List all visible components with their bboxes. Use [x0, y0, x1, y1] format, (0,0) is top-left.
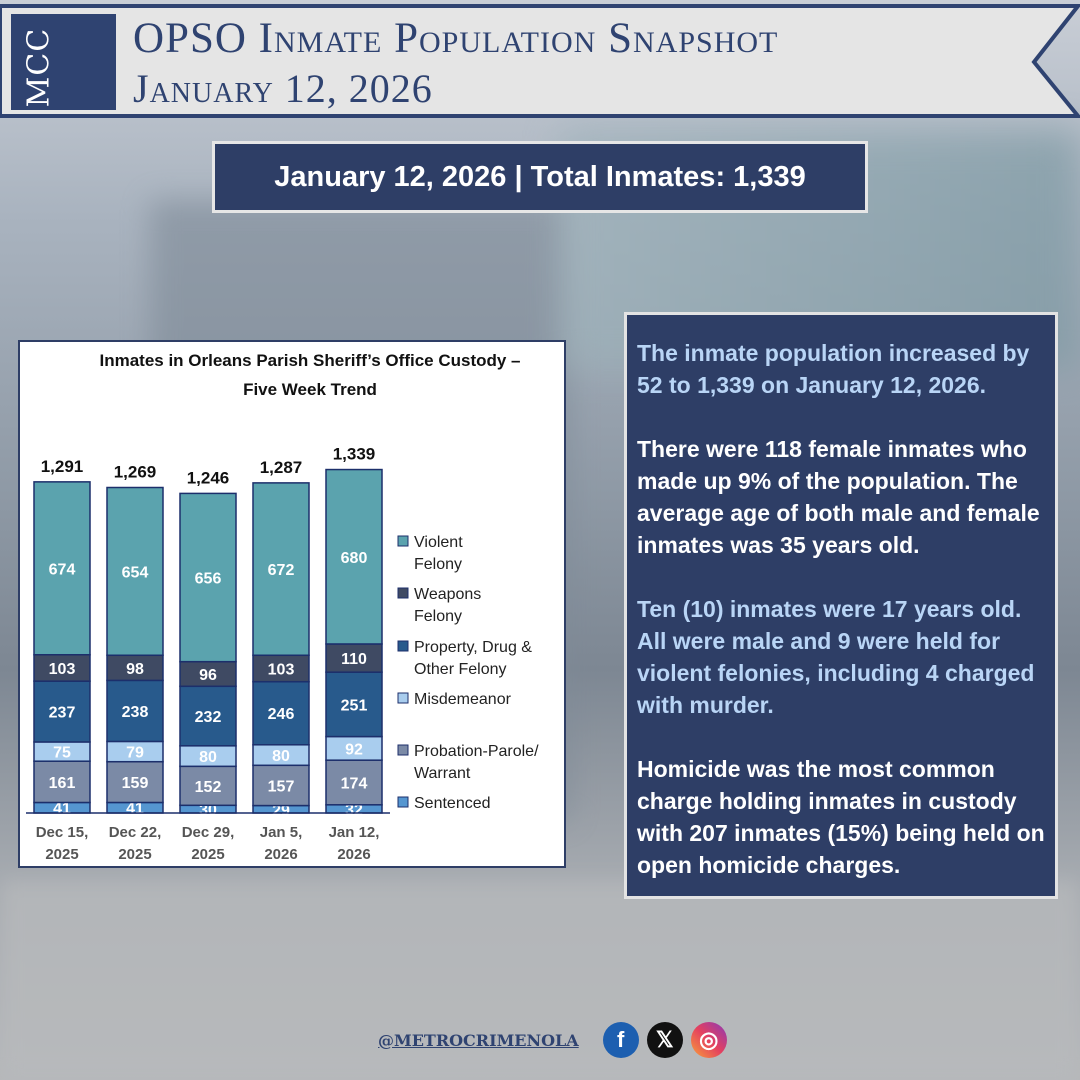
data-label: 672	[268, 562, 295, 579]
data-label: 98	[126, 661, 144, 678]
page-title: OPSO Inmate Population Snapshot January …	[133, 14, 778, 114]
chart-title: Five Week Trend	[243, 380, 377, 399]
legend-swatch	[397, 640, 409, 652]
summary-paragraph: The inmate population increased by 52 to…	[637, 340, 1030, 398]
bar-segment	[179, 685, 237, 747]
legend-swatch	[397, 535, 409, 547]
bar-segment	[252, 764, 310, 807]
data-label: 152	[195, 779, 222, 796]
x-tick-label: Dec 22,	[109, 824, 162, 841]
legend-label: Misdemeanor	[414, 691, 512, 708]
data-label: 237	[49, 705, 76, 722]
x-tick-label: 2026	[264, 846, 297, 863]
total-label: 1,269	[114, 463, 157, 482]
data-label: 238	[122, 704, 149, 721]
data-label: 75	[53, 745, 71, 762]
x-tick-label: 2026	[337, 846, 370, 863]
data-label: 29	[272, 802, 290, 819]
legend-swatch	[397, 587, 409, 599]
legend-swatch	[397, 796, 409, 808]
logo-text: MCC	[21, 27, 57, 108]
data-label: 232	[195, 709, 222, 726]
legend-label: Other Felony	[414, 661, 506, 678]
summary-paragraph: Homicide was the most common charge hold…	[637, 756, 1045, 878]
data-label: 32	[345, 802, 363, 819]
x-tick-label: Jan 5,	[260, 824, 303, 841]
data-label: 92	[345, 741, 363, 758]
x-tick-label: Jan 12,	[329, 824, 380, 841]
chart-title: Inmates in Orleans Parish Sheriff’s Offi…	[99, 351, 520, 370]
title-date: January 12, 2026	[133, 66, 433, 111]
bar-segment	[33, 481, 91, 656]
total-label: 1,287	[260, 458, 303, 477]
bar-segment	[325, 759, 383, 806]
data-label: 80	[272, 748, 290, 765]
bar-segment	[325, 671, 383, 738]
total-label: 1,246	[187, 468, 230, 487]
legend-label: Felony	[414, 608, 462, 625]
mcc-logo: MCC	[11, 14, 116, 110]
legend-swatch	[397, 692, 409, 704]
data-label: 79	[126, 745, 144, 762]
legend-label: Property, Drug &	[414, 639, 532, 656]
x-tick-label: 2025	[118, 846, 151, 863]
legend-label: Probation-Parole/	[414, 743, 539, 760]
data-label: 30	[199, 802, 217, 819]
data-label: 96	[199, 667, 217, 684]
background-ground	[0, 880, 1080, 1080]
stacked-bar-chart: Inmates in Orleans Parish Sheriff’s Offi…	[26, 351, 539, 863]
x-tick-label: Dec 29,	[182, 824, 235, 841]
legend-label: Violent	[414, 534, 463, 551]
bar-segment	[325, 468, 383, 645]
legend-swatch	[397, 744, 409, 756]
data-label: 674	[49, 561, 76, 578]
data-label: 41	[126, 801, 144, 818]
bar-segment	[179, 492, 237, 663]
bar-segment	[106, 679, 164, 743]
bar-segment	[252, 482, 310, 657]
data-label: 251	[341, 697, 368, 714]
legend-label: Felony	[414, 556, 462, 573]
social-handle[interactable]: @METROCRIMENOLA	[378, 1030, 579, 1050]
data-label: 161	[49, 775, 76, 792]
data-label: 656	[195, 571, 222, 588]
bar-segment	[252, 654, 310, 683]
chart-panel: Inmates in Orleans Parish Sheriff’s Offi…	[18, 340, 566, 868]
legend-label: Weapons	[414, 586, 481, 603]
bar-segment	[179, 660, 237, 688]
legend-label: Sentenced	[414, 795, 491, 812]
facebook-icon[interactable]: f	[602, 1022, 639, 1058]
total-inmates-banner: January 12, 2026 | Total Inmates: 1,339	[212, 141, 868, 213]
summary-paragraph: Ten (10) inmates were 17 years old. All …	[637, 596, 1035, 718]
data-label: 159	[122, 775, 149, 792]
footer: @METROCRIMENOLA f 𝕏 ◎	[378, 1022, 727, 1058]
data-label: 174	[341, 775, 368, 792]
data-label: 680	[341, 550, 368, 567]
data-label: 246	[268, 706, 295, 723]
bar-segment	[106, 486, 164, 657]
x-tick-label: 2025	[45, 846, 78, 863]
legend-label: Warrant	[414, 765, 471, 782]
header-banner	[0, 4, 1080, 118]
total-label: 1,339	[333, 445, 376, 464]
x-tick-label: Dec 15,	[36, 824, 89, 841]
data-label: 103	[49, 661, 76, 678]
bar-segment	[33, 653, 91, 682]
total-label: 1,291	[41, 457, 84, 476]
x-icon[interactable]: 𝕏	[646, 1022, 683, 1058]
summary-box: The inmate population increased by 52 to…	[624, 312, 1058, 899]
instagram-icon[interactable]: ◎	[690, 1022, 727, 1058]
title-text: OPSO Inmate Population Snapshot	[133, 15, 779, 62]
bar-segment	[179, 765, 237, 807]
data-label: 80	[199, 749, 217, 766]
bar-segment	[33, 760, 91, 804]
data-label: 654	[122, 564, 149, 581]
summary-paragraph: There were 118 female inmates who made u…	[637, 436, 1040, 558]
data-label: 110	[341, 651, 367, 668]
bar-segment	[325, 643, 383, 673]
data-label: 103	[268, 661, 295, 678]
data-label: 157	[268, 778, 295, 795]
x-tick-label: 2025	[191, 846, 224, 863]
data-label: 41	[53, 801, 71, 818]
